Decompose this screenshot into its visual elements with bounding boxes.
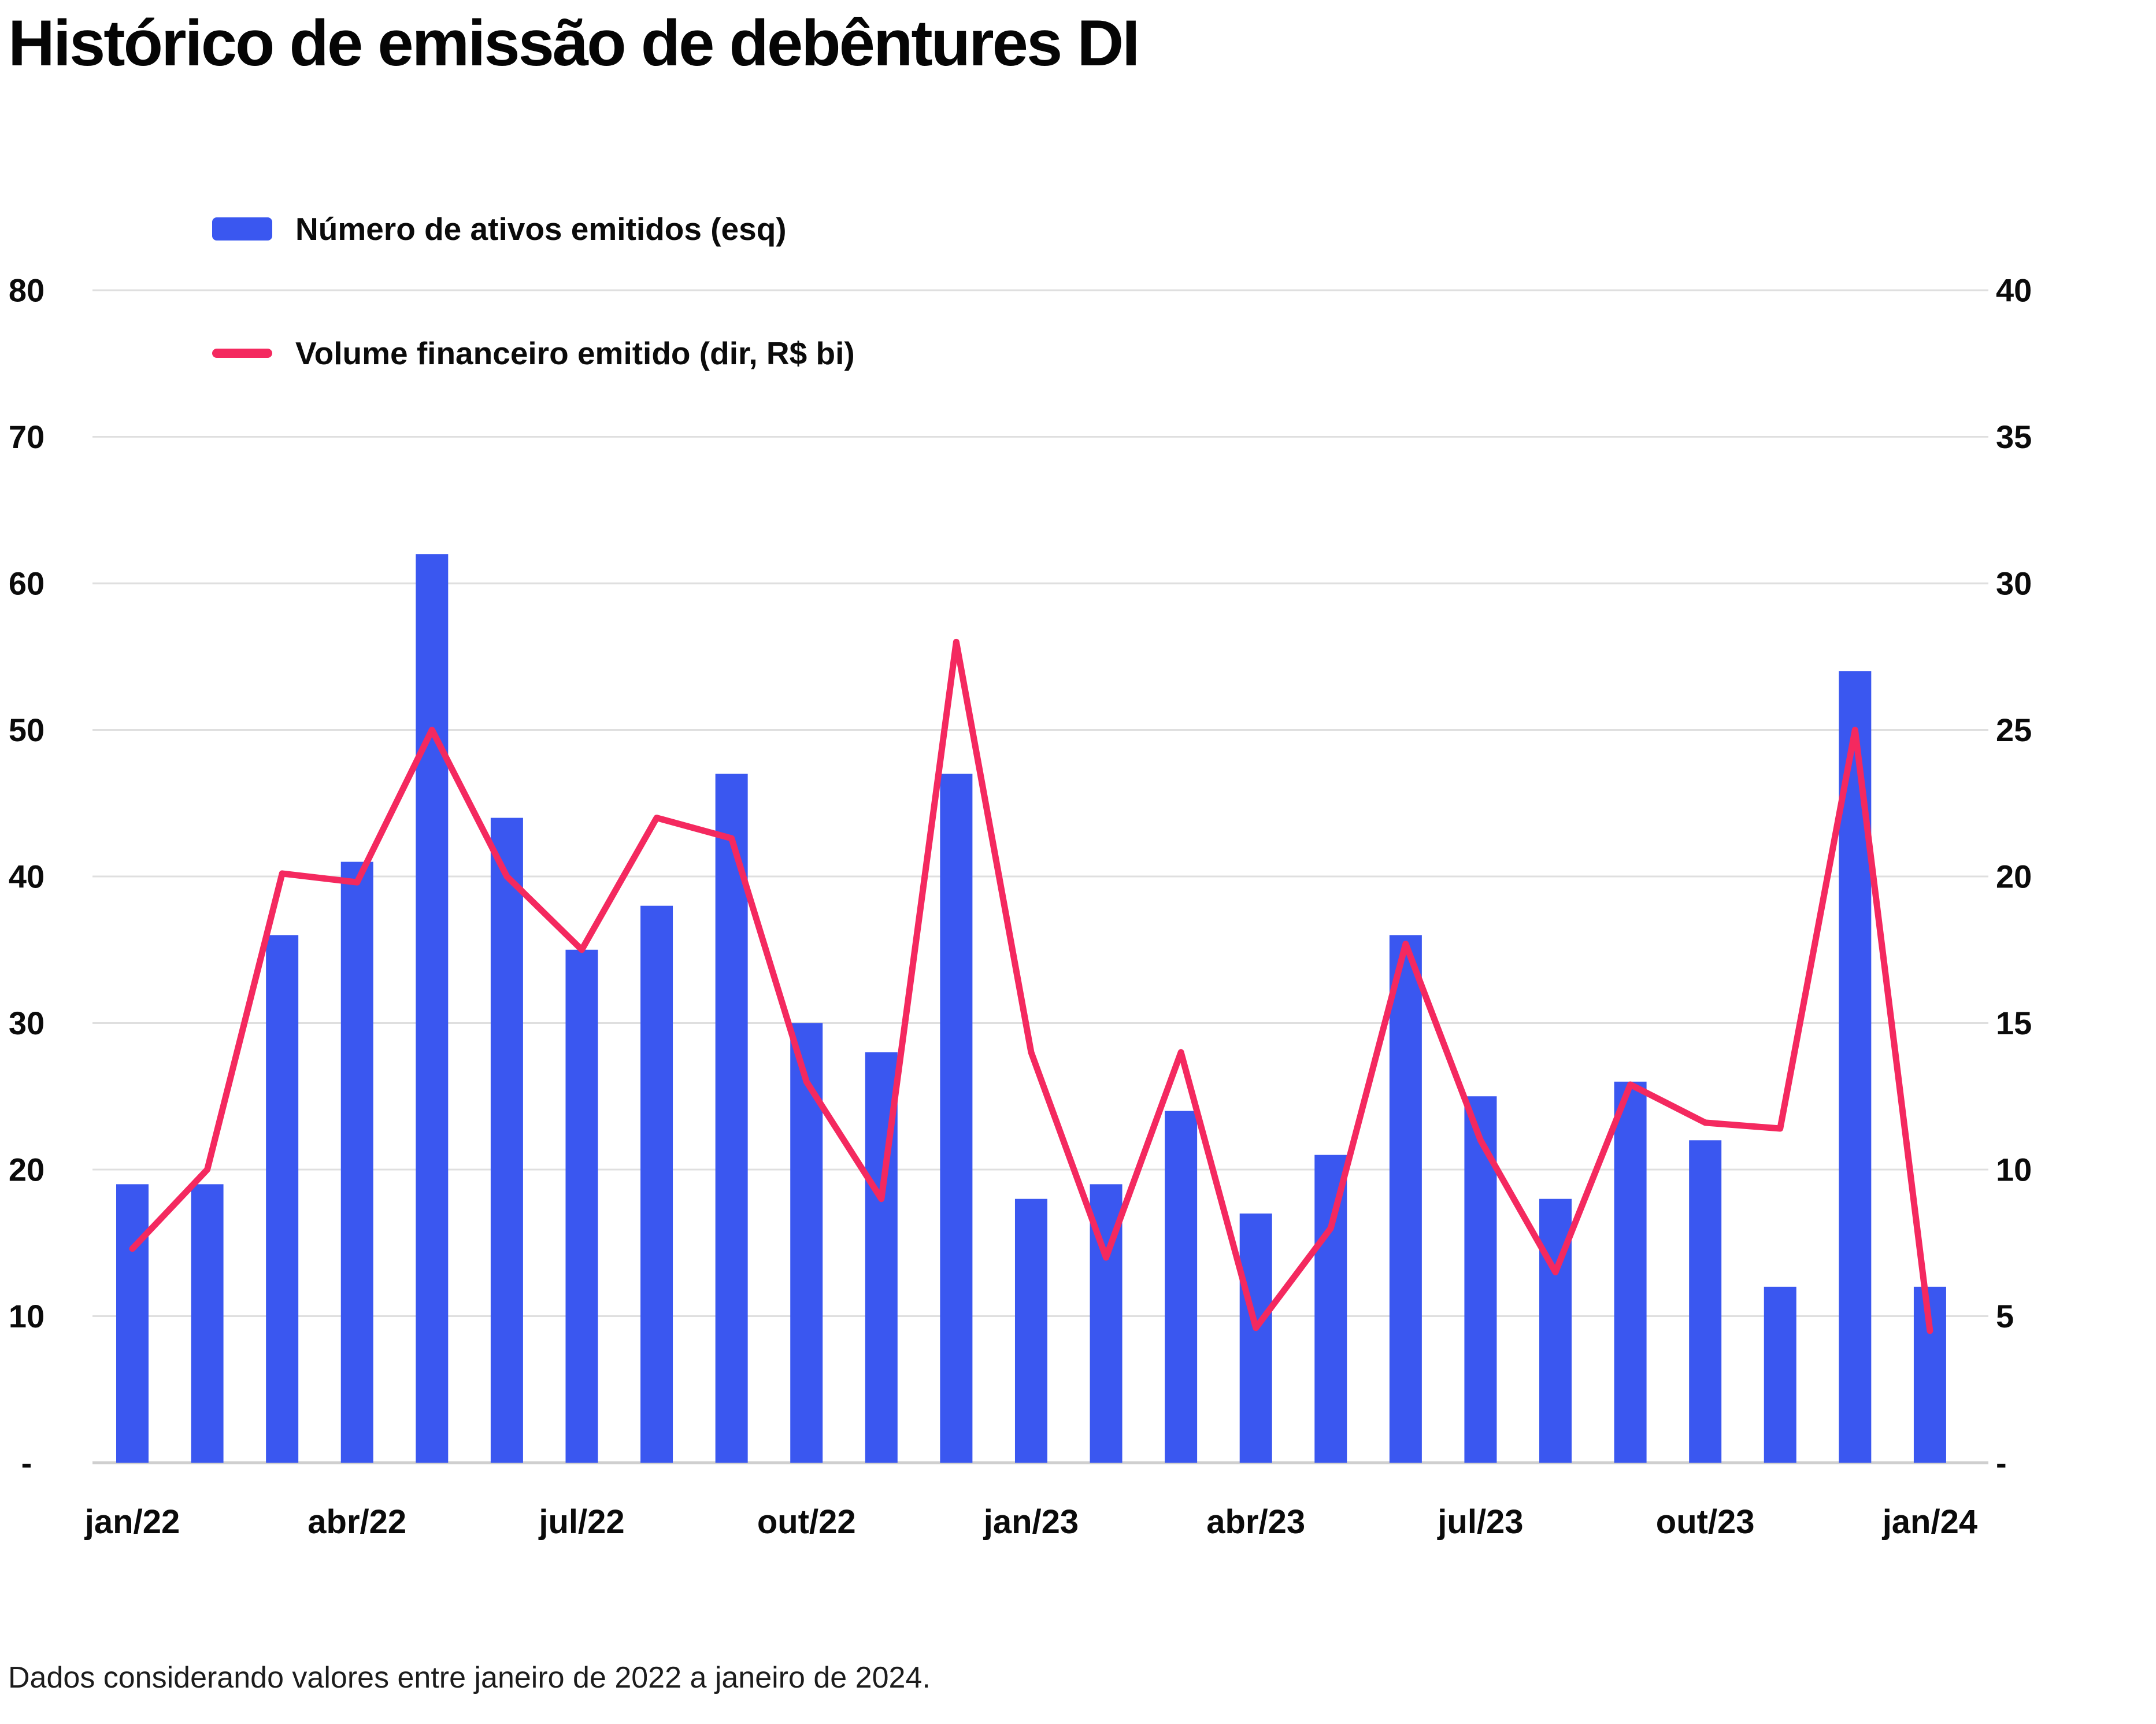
chart-footnote: Dados considerando valores entre janeiro…: [8, 1661, 931, 1695]
right-axis-tick: 10: [1996, 1152, 2032, 1188]
line-swatch-icon: [212, 349, 272, 358]
x-axis-tick: abr/22: [308, 1503, 406, 1541]
bar-mai/23: [1314, 1155, 1347, 1463]
bar-abr/22: [340, 861, 373, 1463]
volume-line: [129, 638, 1933, 1334]
left-axis-tick: -: [21, 1445, 32, 1481]
right-axis-tick: 40: [1996, 272, 2032, 309]
bar-ago/22: [640, 905, 673, 1463]
bar-jan/23: [1014, 1198, 1047, 1463]
right-axis-tick: 25: [1996, 712, 2032, 748]
x-axis-tick: jul/22: [538, 1503, 624, 1541]
x-axis-tick: out/23: [1656, 1503, 1755, 1541]
left-axis-tick: 30: [9, 1005, 45, 1041]
bar-fev/22: [191, 1184, 224, 1463]
left-axis-tick: 60: [9, 565, 45, 602]
right-axis-tick: 5: [1996, 1298, 2014, 1334]
right-axis-tick: 35: [1996, 419, 2032, 455]
bar-set/22: [715, 774, 748, 1463]
legend-item-line: Volume financeiro emitido (dir, R$ bi): [212, 328, 855, 379]
bar-jun/23: [1389, 935, 1422, 1463]
bar-jul/23: [1464, 1096, 1497, 1463]
bar-swatch-icon: [212, 217, 272, 241]
left-axis-tick: 80: [9, 272, 45, 309]
left-axis-tick: 10: [9, 1298, 45, 1334]
left-axis-tick: 20: [9, 1152, 45, 1188]
x-axis-tick: out/22: [757, 1503, 856, 1541]
left-axis-tick: 70: [9, 419, 45, 455]
bar-mai/22: [416, 554, 449, 1463]
x-axis-tick: jan/24: [1882, 1503, 1977, 1541]
bar-abr/23: [1239, 1214, 1272, 1463]
bar-jun/22: [490, 817, 523, 1463]
bar-mar/22: [266, 935, 299, 1463]
bar-out/22: [790, 1023, 823, 1463]
bar-jul/22: [565, 949, 598, 1463]
legend-label-line: Volume financeiro emitido (dir, R$ bi): [295, 335, 855, 371]
legend-label-bars: Número de ativos emitidos (esq): [295, 211, 787, 247]
legend-item-bars: Número de ativos emitidos (esq): [212, 204, 787, 254]
bar-nov/23: [1764, 1286, 1796, 1463]
x-axis-tick: jul/23: [1437, 1503, 1523, 1541]
bar-dez/22: [940, 774, 973, 1463]
page-title: Histórico de emissão de debêntures DI: [8, 7, 1140, 79]
left-axis-tick: 40: [9, 859, 45, 895]
x-axis-tick: jan/22: [84, 1503, 180, 1541]
right-axis-tick: 20: [1996, 859, 2032, 895]
bar-jan/22: [116, 1184, 149, 1463]
right-axis-tick: 15: [1996, 1005, 2032, 1041]
x-axis-tick: jan/23: [983, 1503, 1079, 1541]
left-axis-tick: 50: [9, 712, 45, 748]
bar-out/23: [1689, 1140, 1722, 1463]
bar-set/23: [1614, 1081, 1647, 1463]
right-axis-tick: -: [1996, 1445, 2007, 1481]
bar-mar/23: [1165, 1111, 1198, 1463]
right-axis-tick: 30: [1996, 565, 2032, 602]
x-axis-tick: abr/23: [1206, 1503, 1305, 1541]
